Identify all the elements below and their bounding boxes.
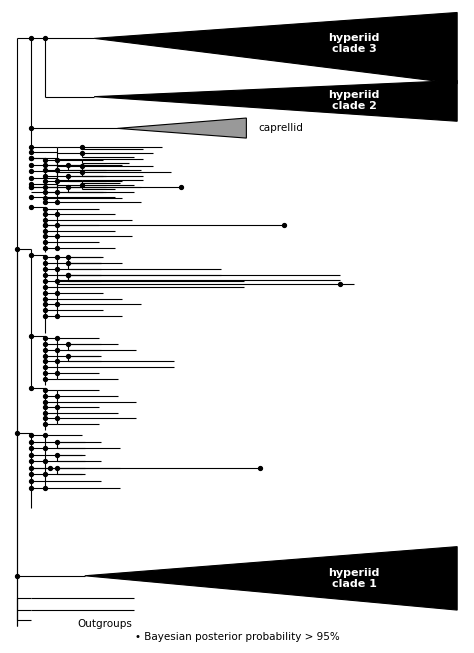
Text: caprellid: caprellid	[258, 123, 303, 133]
Text: hyperiid
clade 1: hyperiid clade 1	[328, 567, 380, 589]
Polygon shape	[94, 12, 457, 84]
Text: hyperiid
clade 3: hyperiid clade 3	[328, 33, 380, 54]
Text: hyperiid
clade 2: hyperiid clade 2	[328, 89, 380, 112]
Polygon shape	[94, 80, 457, 121]
Text: Outgroups: Outgroups	[78, 619, 133, 629]
Polygon shape	[118, 118, 246, 138]
Text: • Bayesian posterior probability > 95%: • Bayesian posterior probability > 95%	[135, 633, 339, 643]
Polygon shape	[85, 547, 457, 610]
